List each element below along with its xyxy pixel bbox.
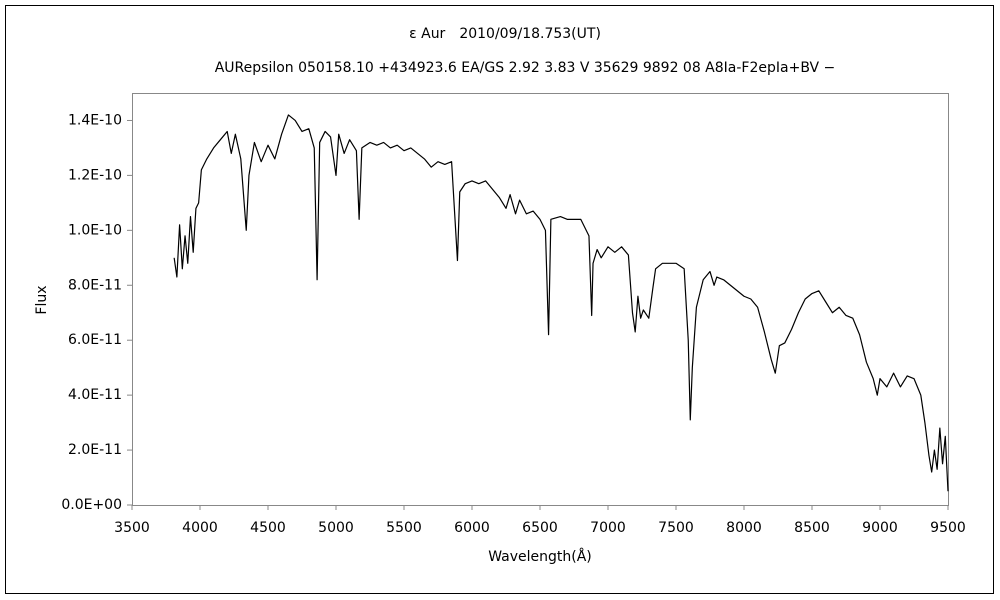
x-tick-label: 3500	[114, 520, 150, 536]
y-tick-label: 1.4E-10	[68, 112, 122, 128]
chart-subtitle: AURepsilon 050158.10 +434923.6 EA/GS 2.9…	[215, 60, 836, 76]
x-tick-label: 5500	[386, 520, 422, 536]
x-tick-label: 7500	[658, 520, 694, 536]
x-tick-label: 9500	[930, 520, 966, 536]
x-tick-label: 4500	[250, 520, 286, 536]
y-tick-label: 2.0E-11	[68, 442, 122, 458]
x-tick-label: 5000	[318, 520, 354, 536]
x-axis-label: Wavelength(Å)	[488, 548, 592, 565]
y-tick-label: 8.0E-11	[68, 277, 122, 293]
x-tick-label: 8000	[726, 520, 762, 536]
x-tick-label: 6000	[454, 520, 490, 536]
x-tick-label: 9000	[862, 520, 898, 536]
y-tick-label: 6.0E-11	[68, 332, 122, 348]
y-tick-label: 1.0E-10	[68, 222, 122, 238]
spectrum-line	[173, 114, 949, 492]
y-axis-label: Flux	[34, 285, 50, 314]
chart-title: ε Aur 2010/09/18.753(UT)	[409, 26, 601, 42]
plot-area	[132, 93, 949, 506]
y-tick-label: 4.0E-11	[68, 387, 122, 403]
y-tick-label: 0.0E+00	[61, 497, 122, 513]
x-tick-label: 4000	[182, 520, 218, 536]
y-tick-label: 1.2E-10	[68, 167, 122, 183]
x-tick-label: 7000	[590, 520, 626, 536]
x-tick-label: 8500	[794, 520, 830, 536]
x-tick-label: 6500	[522, 520, 558, 536]
